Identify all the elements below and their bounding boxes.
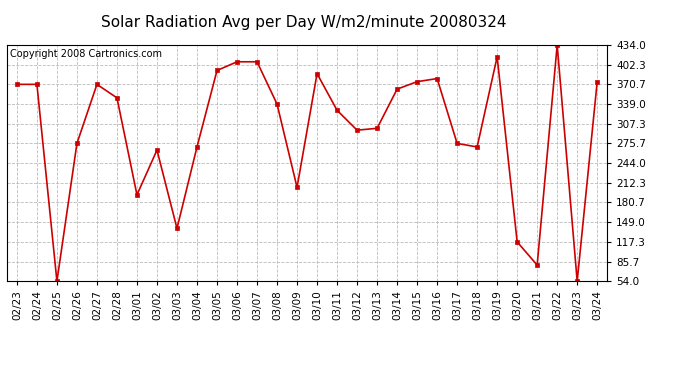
Text: Copyright 2008 Cartronics.com: Copyright 2008 Cartronics.com bbox=[10, 48, 162, 58]
Text: Solar Radiation Avg per Day W/m2/minute 20080324: Solar Radiation Avg per Day W/m2/minute … bbox=[101, 15, 506, 30]
